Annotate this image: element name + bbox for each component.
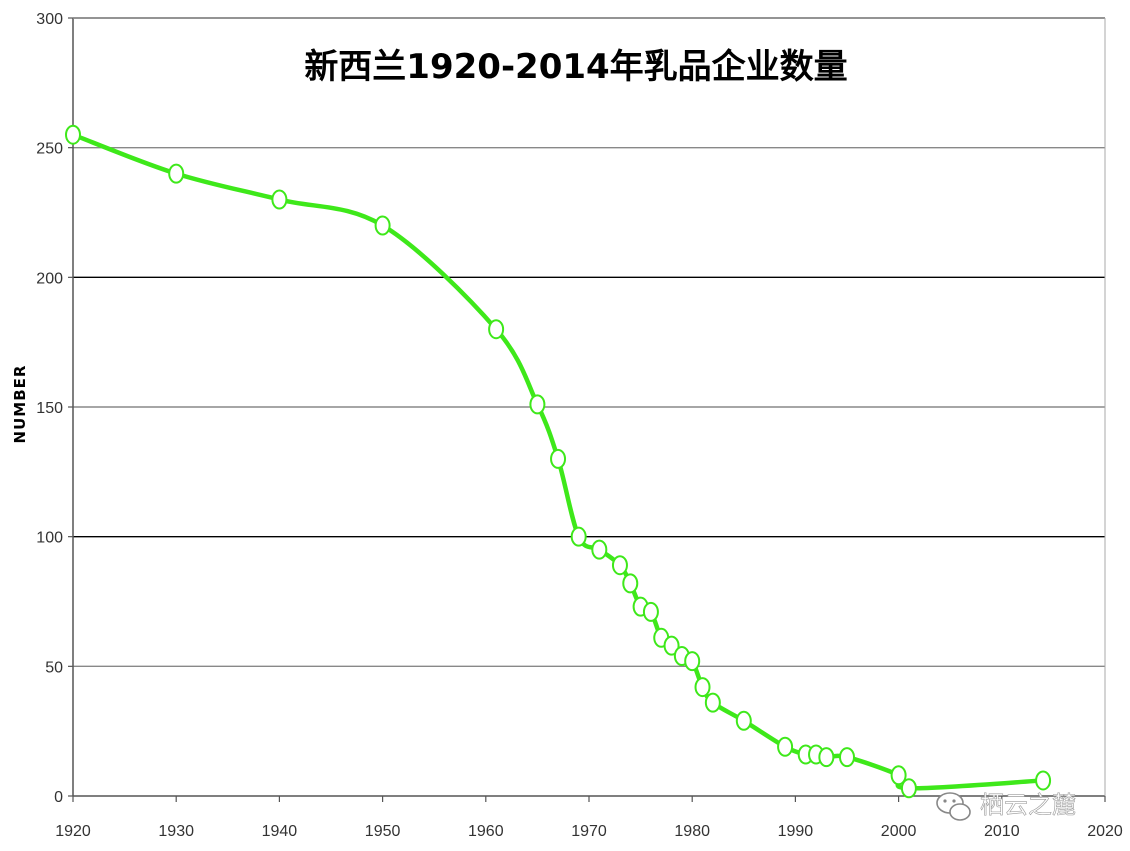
data-point [694,677,711,698]
x-tick-label: 2010 [984,823,1020,840]
y-tick-label: 50 [45,659,63,676]
x-tick-label: 2020 [1087,823,1123,840]
data-point [839,747,855,768]
data-point [684,651,701,672]
x-tick-labels: 1920 1930 1940 1950 1960 1970 1980 1990 2000 2010… [55,796,1123,840]
x-tick-label: 1950 [365,823,401,840]
data-point [890,765,907,786]
y-tick-label: 200 [36,270,63,287]
x-tick-label: 2000 [881,823,917,840]
data-point [622,573,639,594]
data-point [611,555,628,576]
x-tick-label: 1940 [262,823,298,840]
x-tick-label: 1930 [158,823,194,840]
data-point [818,747,835,768]
data-point [591,539,608,560]
y-tick-labels: 0 50 100 150 200 250 300 [36,11,73,806]
data-point [550,448,567,469]
data-point [374,215,391,236]
y-tick-label: 300 [36,11,63,28]
data-point [570,526,587,547]
watermark: 栖云之麓 [936,791,1076,821]
x-tick-label: 1920 [55,823,91,840]
x-tick-label: 1960 [468,823,504,840]
y-tick-label: 100 [36,530,63,547]
data-point [271,189,288,210]
x-tick-label: 1980 [674,823,710,840]
data-point [777,736,794,757]
data-point [488,319,505,340]
y-tick-label: 0 [54,789,63,806]
watermark-text: 栖云之麓 [980,791,1076,819]
data-point [168,163,185,184]
x-tick-label: 1990 [778,823,814,840]
series-layer [65,124,1052,799]
wechat-icon [936,792,971,821]
data-point [1035,770,1052,791]
x-tick-label: 1970 [571,823,607,840]
data-point [900,778,917,799]
data-point [529,394,546,415]
data-point [642,601,659,622]
chart-title: 新西兰1920-2014年乳品企业数量 [304,47,847,87]
data-point [65,124,81,145]
data-point [663,635,680,656]
y-tick-label: 250 [36,141,63,158]
data-point [735,710,752,731]
y-axis-label: NUMBER [11,365,29,444]
y-tick-label: 150 [36,400,63,417]
data-point [704,692,721,713]
